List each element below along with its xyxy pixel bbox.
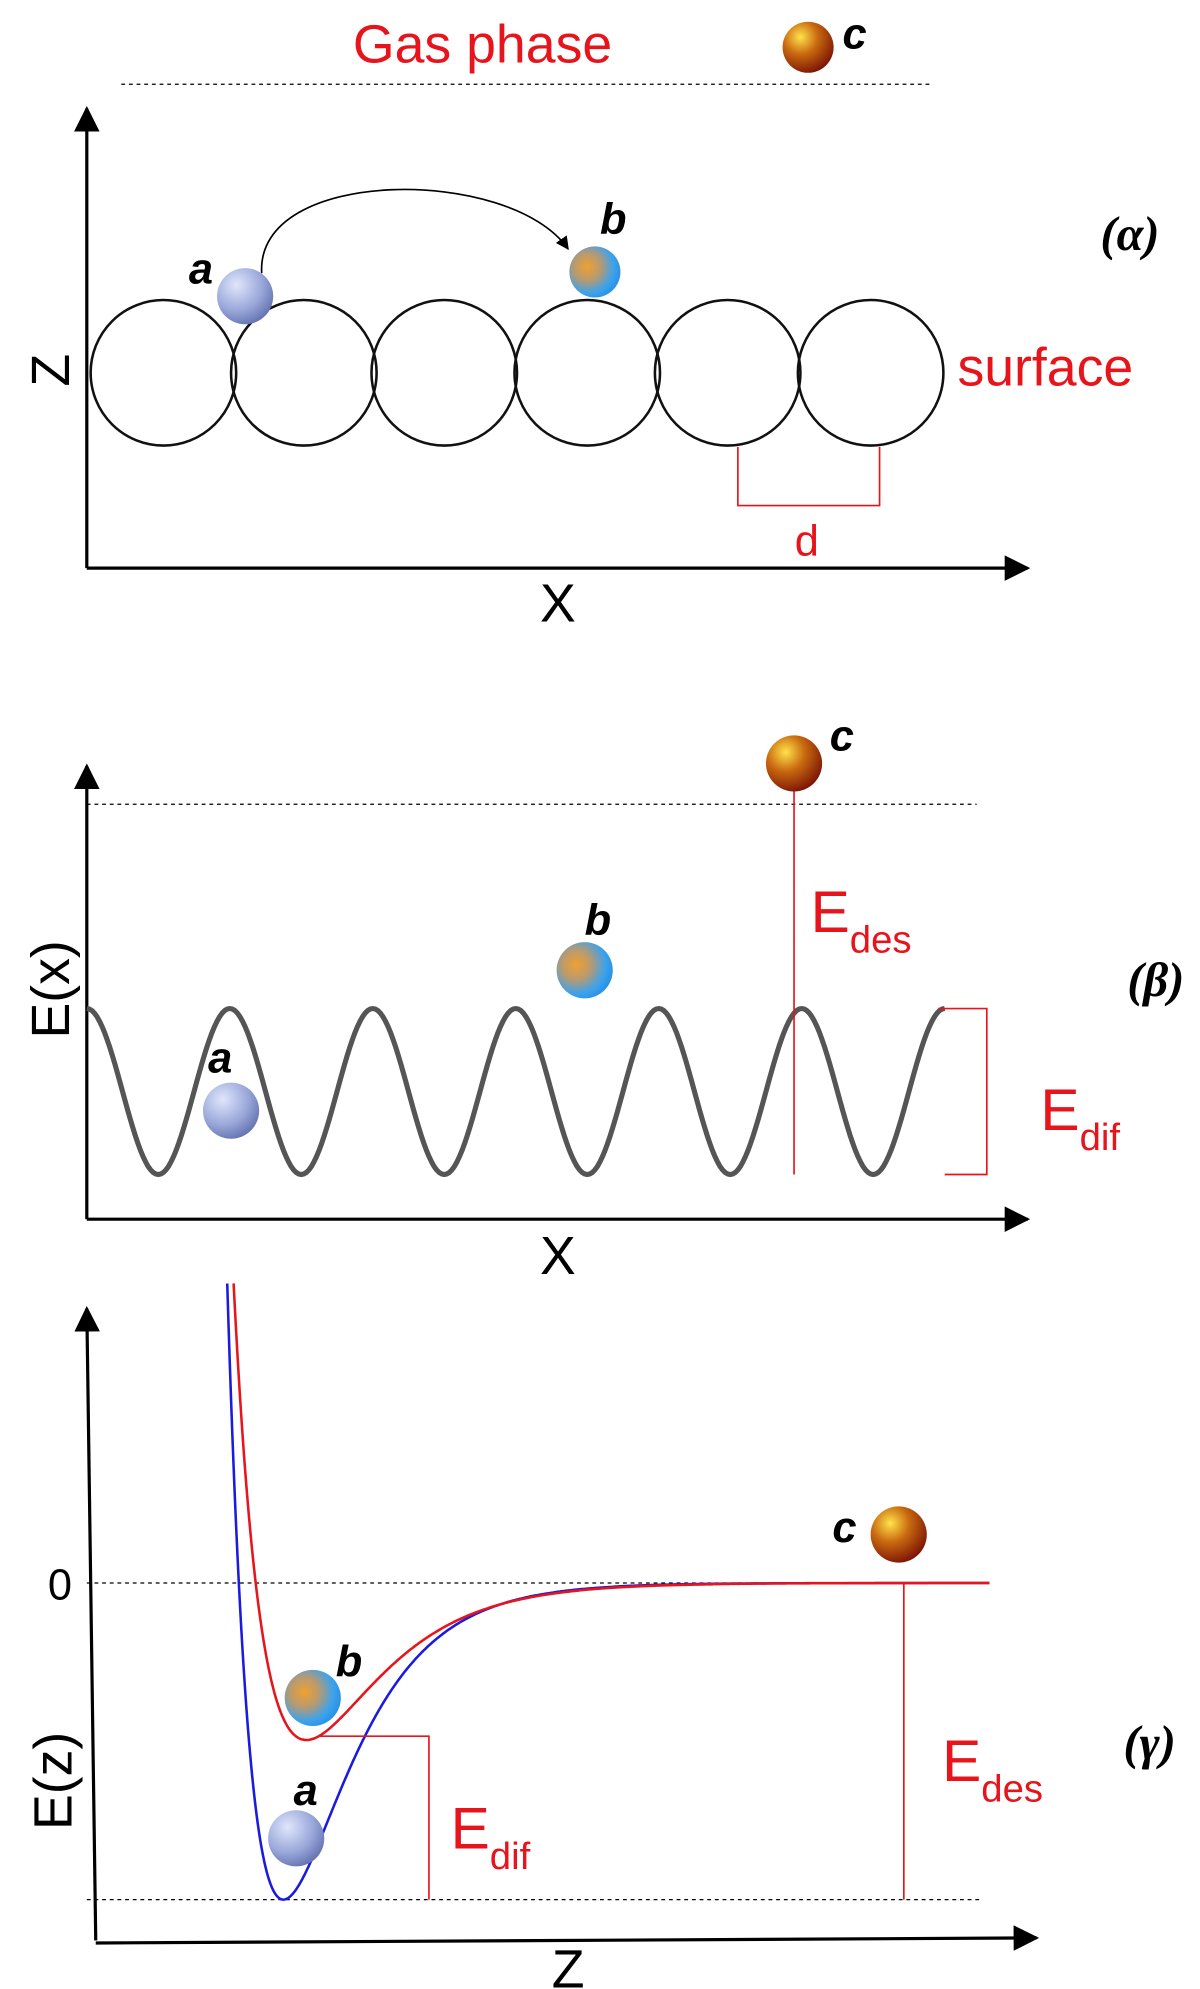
particle-label: c [843,11,867,59]
diffusion-bracket [938,1007,988,1176]
particle [284,1669,341,1726]
particle [556,942,613,999]
spacing-bracket [737,446,881,507]
symbol: E [1040,1078,1079,1143]
potential-curve [232,1283,990,1742]
y-axis [74,1305,100,1941]
particle-label: b [585,897,612,945]
hop-arrow [260,188,569,274]
panel-label: (γ) [1123,1717,1175,1770]
particle [268,1810,325,1867]
desorption-energy: Edes [811,880,912,961]
title: Gas phase [353,15,612,75]
y-axis-label: E(z) [23,1732,83,1830]
subscript: dif [490,1835,531,1878]
panel-alpha: Gas phase c Z X a b (α) surface d [21,11,1160,634]
subscript: des [850,918,912,961]
panel-beta: E(x) X c a b Edes (β) Edif [21,713,1184,1286]
particle-label: a [208,1034,232,1082]
surface-label: surface [957,338,1133,398]
zero-label: 0 [48,1562,72,1610]
particle [782,21,834,73]
symbol: E [811,880,850,945]
particle-label: a [189,245,213,293]
spacing-label: d [795,517,819,565]
particle-label: b [600,196,627,244]
panel-label: (β) [1127,954,1184,1007]
symbol: E [942,1729,981,1794]
y-axis-label: E(x) [21,940,81,1038]
x-axis-label: Z [552,1940,585,1989]
particle [217,268,274,325]
particle-label: b [336,1638,363,1686]
symbol: E [451,1797,490,1862]
particle-label: c [830,713,854,761]
particle [202,1082,260,1139]
panel-label: (α) [1100,208,1159,261]
diffusion-bracket [319,1735,430,1900]
particle [569,246,621,298]
potential-curve [225,1283,990,1901]
diffusion-energy: Edif [1040,1078,1120,1159]
y-axis-label: Z [21,354,81,387]
x-axis-label: X [540,574,576,634]
panel-gamma: 0 E(z) Z a b c Edif Edes (γ) [23,1283,1176,1989]
subscript: des [981,1767,1043,1810]
x-axis [95,1925,1040,1951]
particle [870,1506,927,1563]
diffusion-energy: Edif [451,1797,531,1878]
subscript: dif [1080,1116,1121,1159]
potential-curve [86,1005,946,1178]
desorption-energy: Edes [942,1729,1043,1810]
particle-label: c [832,1504,856,1552]
x-axis-label: X [540,1226,576,1286]
particle [765,735,823,792]
surface-atoms [89,298,945,447]
particle-label: a [294,1767,318,1815]
